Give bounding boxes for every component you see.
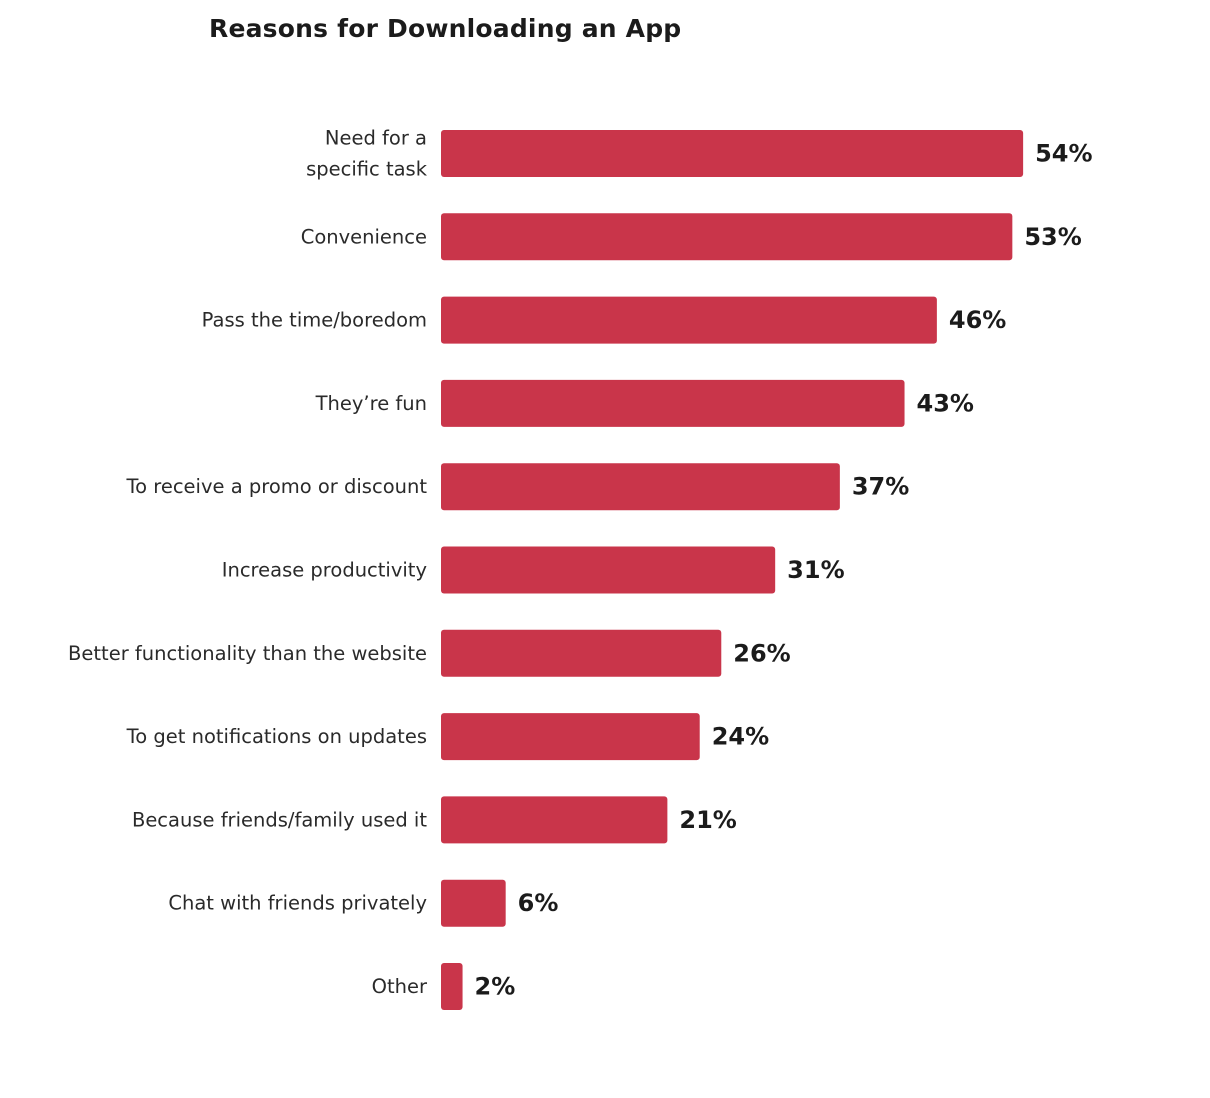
- category-label-line: Other: [372, 975, 428, 998]
- category-label-line: They’re fun: [315, 392, 427, 415]
- bar-5: [441, 546, 776, 594]
- category-label-10: Other: [372, 975, 428, 998]
- value-label-8: 21%: [679, 806, 736, 834]
- value-label-6: 26%: [733, 639, 790, 667]
- category-label-line: Convenience: [301, 225, 427, 248]
- bar-10: [441, 963, 463, 1010]
- bar-1: [441, 213, 1013, 261]
- category-label-8: Because friends/family used it: [132, 808, 427, 831]
- bars-group: [441, 130, 1024, 1010]
- category-label-line: Better functionality than the website: [68, 642, 427, 665]
- category-label-line: Need for a: [325, 127, 427, 150]
- bar-9: [441, 879, 506, 927]
- value-label-1: 53%: [1024, 223, 1081, 251]
- category-label-0: Need for a specific task: [306, 127, 428, 181]
- bar-2: [441, 296, 937, 344]
- category-label-line: Because friends/family used it: [132, 808, 427, 831]
- category-label-9: Chat with friends privately: [168, 892, 427, 915]
- value-label-3: 43%: [917, 389, 974, 417]
- category-label-line: To receive a promo or discount: [126, 475, 428, 498]
- bar-3: [441, 379, 905, 427]
- value-label-9: 6%: [518, 889, 559, 917]
- chart-title: Reasons for Downloading an App: [209, 14, 682, 43]
- category-labels-group: Need for a specific task Convenience Pass t…: [68, 127, 428, 999]
- bar-7: [441, 713, 700, 761]
- category-label-1: Convenience: [301, 225, 427, 248]
- value-label-2: 46%: [949, 306, 1006, 334]
- value-label-7: 24%: [712, 723, 769, 751]
- category-label-3: They’re fun: [315, 392, 427, 415]
- category-label-line: To get notifications on updates: [126, 725, 427, 748]
- bar-6: [441, 629, 722, 677]
- value-label-5: 31%: [787, 556, 844, 584]
- category-label-line: Increase productivity: [222, 559, 427, 582]
- category-label-5: Increase productivity: [222, 559, 427, 582]
- category-label-2: Pass the time/boredom: [202, 309, 427, 332]
- category-label-line: Pass the time/boredom: [202, 309, 427, 332]
- category-label-7: To get notifications on updates: [126, 725, 427, 748]
- value-label-4: 37%: [852, 473, 909, 501]
- category-label-line: Chat with friends privately: [168, 892, 427, 915]
- category-label-6: Better functionality than the website: [68, 642, 427, 665]
- value-labels-group: 54% 53% 46% 43% 37% 31% 26% 24% 21% 6% 2%: [475, 140, 1093, 1001]
- category-label-4: To receive a promo or discount: [126, 475, 428, 498]
- value-label-10: 2%: [475, 973, 516, 1001]
- category-label-line: specific task: [306, 158, 428, 181]
- value-label-0: 54%: [1035, 140, 1092, 168]
- bar-0: [441, 130, 1024, 177]
- bar-8: [441, 796, 668, 844]
- bar-4: [441, 463, 840, 511]
